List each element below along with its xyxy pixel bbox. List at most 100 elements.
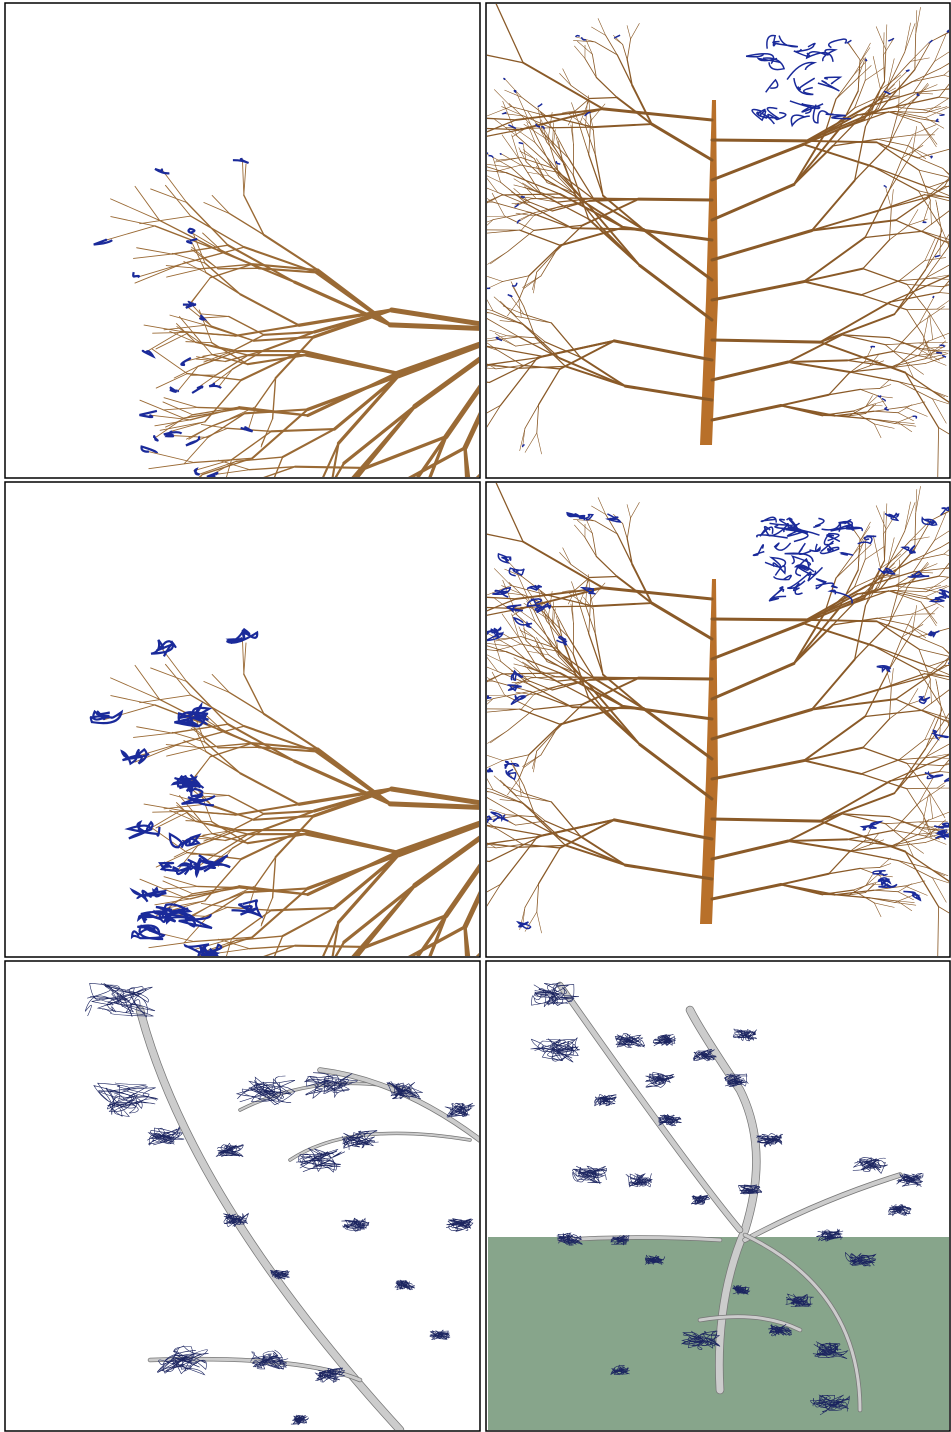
branch [296,1053,298,1086]
motion-trace [442,229,447,232]
motion-trace [373,197,379,200]
branch [885,343,919,345]
branch [309,626,317,664]
branch [898,382,927,389]
motion-trace [209,384,221,388]
branch [912,68,941,81]
branch [632,85,651,124]
branch [812,180,855,230]
motion-trace [457,782,470,789]
branch [217,1031,232,1061]
branch [302,1029,355,1031]
branch [485,939,517,1031]
branch [318,1026,350,1067]
branch [515,678,531,684]
branch [394,654,420,697]
branch [433,588,441,609]
branch [266,1025,301,1042]
branch [394,654,418,700]
branch [373,16,397,38]
branch [399,1121,409,1152]
branch [925,258,946,261]
branch [167,269,202,277]
branch [938,957,951,997]
branch [332,1123,375,1134]
branch [512,135,519,159]
branch [310,551,328,596]
branch [499,1109,502,1168]
branch [623,523,628,538]
branch [254,816,314,820]
branch [627,505,631,518]
branch [268,967,344,994]
branch [325,1027,337,1054]
branch [390,47,447,48]
motion-trace [841,553,854,555]
branch [133,733,171,737]
motion-trace [888,38,894,41]
branch [502,194,560,195]
motion-trace [407,135,409,137]
branch [511,107,546,116]
branch [306,355,397,373]
branch [286,590,314,613]
branch [567,618,577,638]
branch [936,679,942,710]
branch [712,282,804,300]
branch [152,349,187,374]
branch [529,1173,552,1215]
branch [614,820,712,839]
branch [328,501,336,548]
branch [449,213,462,240]
branch [271,908,334,910]
branch [505,79,521,97]
branch [781,395,829,406]
branch [487,276,502,281]
branch [306,1003,322,1054]
branch [164,325,206,330]
branch [926,263,951,278]
branch [529,694,552,736]
branch [344,885,415,967]
border [486,482,950,957]
motion-trace [511,671,522,680]
branch [270,987,285,1002]
branch [476,220,493,236]
branch [283,429,335,457]
branch [465,448,469,526]
branch [178,366,199,391]
branch [527,1096,528,1119]
branch [442,754,451,790]
branch [373,639,412,644]
branch [353,644,375,681]
branch [191,728,218,748]
branch [233,830,264,848]
branch [414,134,456,144]
motion-trace [797,43,815,51]
branch [269,574,296,596]
motion-trace [502,113,506,114]
branch [579,604,588,634]
branch [935,525,951,540]
branch [445,609,453,636]
branch [491,792,523,804]
branch [465,220,487,230]
branch [519,755,529,779]
branch [321,555,334,603]
branch [445,1088,453,1115]
branch [111,217,155,226]
branch [915,34,916,69]
panel-stems-zoom [85,983,480,1430]
motion-trace [289,1070,316,1086]
branch [231,335,264,352]
branch [111,696,155,705]
branch [926,742,951,757]
motion-trace [293,664,302,670]
branch [296,581,348,598]
branch [264,714,318,749]
branch [316,588,327,620]
branch [491,313,523,325]
branch [215,470,249,475]
branch [638,678,712,679]
branch [555,685,559,732]
